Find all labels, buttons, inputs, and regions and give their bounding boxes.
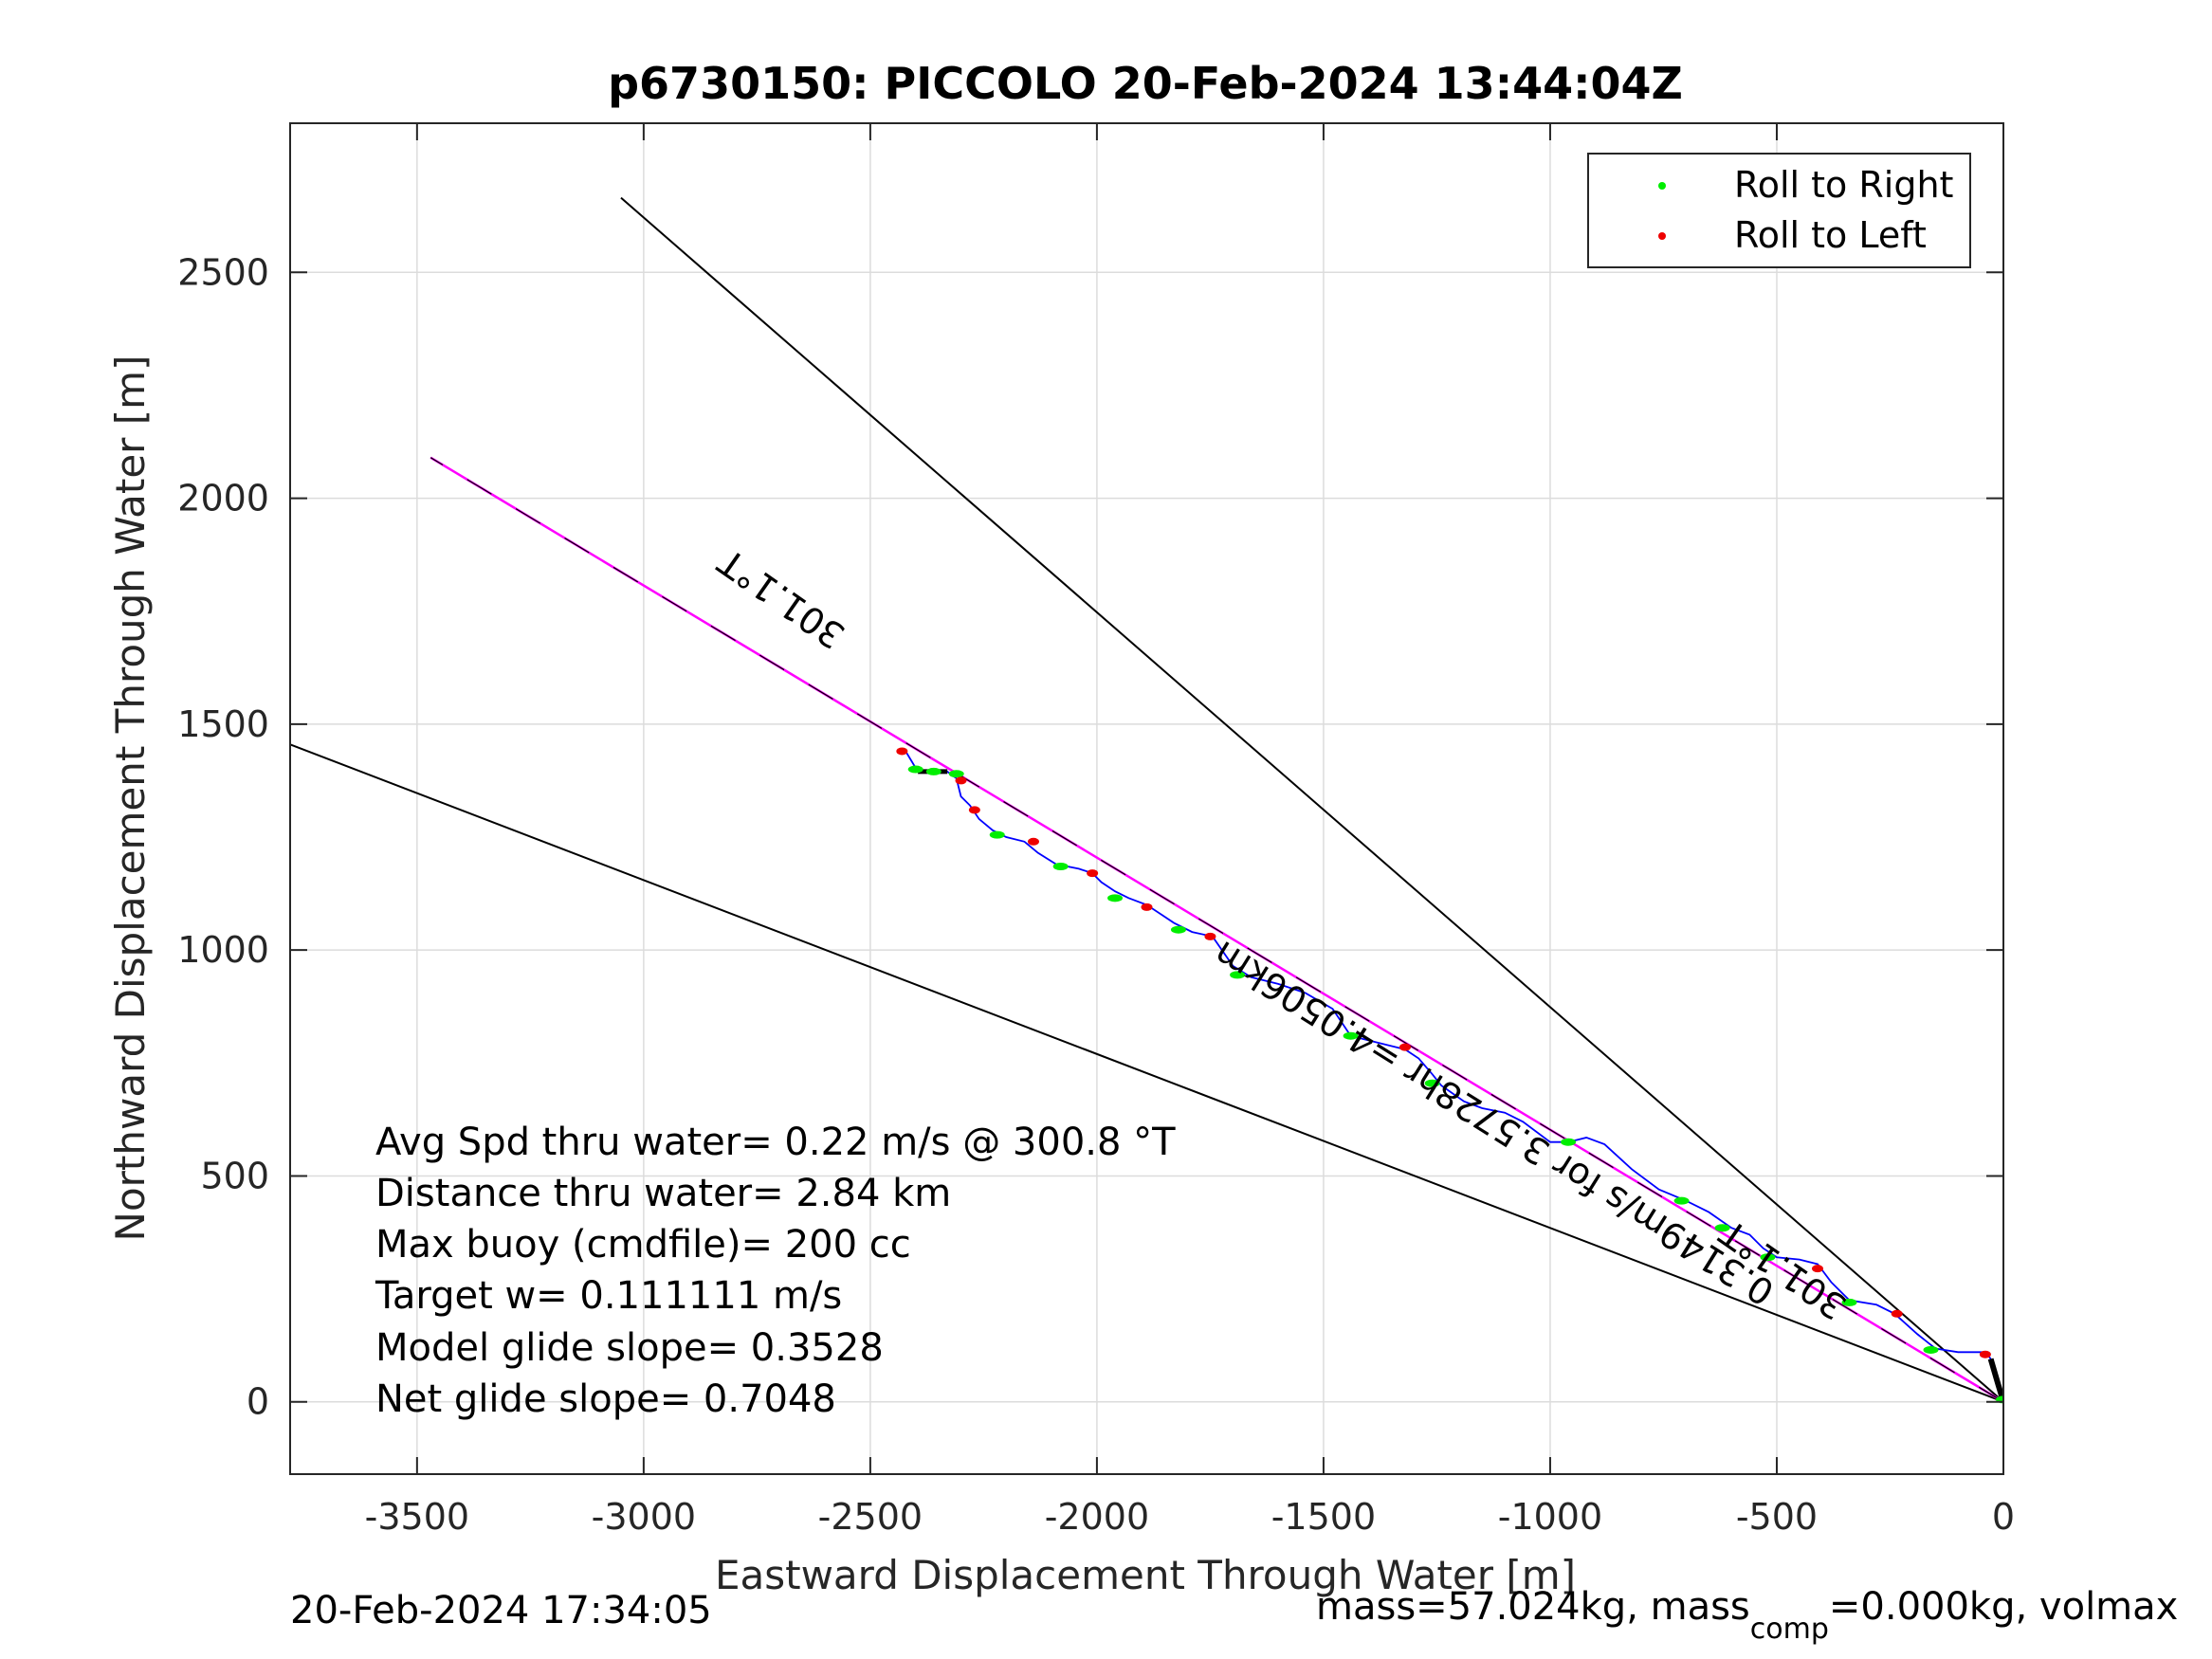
roll-left-point bbox=[1398, 1043, 1411, 1051]
roll-left-point bbox=[1979, 1350, 1991, 1358]
x-axis-label: Eastward Displacement Through Water [m] bbox=[715, 1552, 1576, 1598]
roll-right-point bbox=[1052, 862, 1069, 870]
roll-right-point bbox=[1760, 1253, 1776, 1262]
roll-right-point bbox=[1561, 1138, 1577, 1146]
heading-line bbox=[430, 456, 2003, 1403]
roll-right-point bbox=[1923, 1345, 1939, 1354]
cone-lines bbox=[290, 196, 2003, 1403]
roll-left-point bbox=[1812, 1265, 1824, 1273]
info-net-glide: Net glide slope= 0.7048 bbox=[375, 1377, 836, 1421]
roll-points bbox=[896, 747, 2003, 1404]
x-tick-label: -2500 bbox=[818, 1496, 923, 1538]
y-tick-label: 1500 bbox=[177, 703, 269, 745]
roll-right-point bbox=[1673, 1196, 1690, 1205]
y-tick-label: 1000 bbox=[177, 929, 269, 971]
x-tick-label: -1500 bbox=[1271, 1496, 1376, 1538]
footer-mass-sub: comp bbox=[1750, 1613, 1829, 1646]
cone-line bbox=[290, 743, 2003, 1403]
footer-mass-prefix: mass=57.024kg, mass bbox=[1316, 1585, 1750, 1629]
roll-right-point bbox=[1170, 925, 1186, 934]
roll-left-point bbox=[1141, 902, 1153, 911]
roll-left-point bbox=[896, 747, 908, 756]
info-avg-speed: Avg Spd thru water= 0.22 m/s @ 300.8 °T bbox=[375, 1121, 1176, 1164]
roll-right-point bbox=[1230, 971, 1246, 979]
y-tick-label: 2500 bbox=[177, 251, 269, 293]
legend-label-roll-left: Roll to Left bbox=[1734, 214, 1927, 256]
roll-left-point bbox=[1087, 869, 1099, 878]
roll-right-point bbox=[907, 765, 923, 774]
footer-mass-suffix: =0.000kg, volmax bbox=[1829, 1585, 2178, 1629]
info-target-w: Target w= 0.111111 m/s bbox=[375, 1274, 842, 1318]
x-tick-label: 0 bbox=[1992, 1496, 2015, 1538]
roll-right-point bbox=[1424, 1079, 1440, 1087]
y-tick-label: 2000 bbox=[177, 478, 269, 520]
roll-left-point bbox=[968, 806, 980, 814]
roll-right-point bbox=[1343, 1031, 1359, 1040]
roll-right-point bbox=[925, 767, 941, 775]
roll-right-point bbox=[989, 830, 1005, 839]
track-start-segment bbox=[1987, 1358, 2003, 1403]
cone-line bbox=[620, 196, 2003, 1403]
legend-marker-roll-right bbox=[1658, 182, 1666, 190]
plot-area bbox=[290, 123, 2003, 1474]
roll-left-point bbox=[1027, 837, 1039, 846]
roll-right-point bbox=[1107, 894, 1124, 902]
footer-timestamp: 20-Feb-2024 17:34:05 bbox=[290, 1589, 712, 1632]
plot-frame bbox=[289, 122, 2004, 1475]
roll-right-point bbox=[948, 770, 964, 778]
axis-ticks: -3500 -3000 -2500 -2000 -1500 -1000 -500 0 0 500 1… bbox=[177, 123, 2015, 1538]
y-tick-label: 500 bbox=[200, 1155, 269, 1196]
info-max-buoy: Max buoy (cmdfile)= 200 cc bbox=[375, 1223, 911, 1267]
roll-left-point bbox=[1204, 932, 1216, 940]
legend-box bbox=[1587, 153, 1971, 268]
legend: Roll to Right Roll to Left bbox=[1587, 153, 1971, 268]
track-polyline bbox=[903, 748, 2003, 1403]
chart-title: p6730150: PICCOLO 20-Feb-2024 13:44:04Z bbox=[608, 58, 1683, 109]
x-tick-label: -500 bbox=[1736, 1496, 1818, 1538]
roll-left-point bbox=[1891, 1309, 1903, 1318]
x-tick-label: -2000 bbox=[1045, 1496, 1149, 1538]
x-tick-label: -1000 bbox=[1498, 1496, 1602, 1538]
legend-label-roll-right: Roll to Right bbox=[1734, 164, 1953, 206]
info-model-glide: Model glide slope= 0.3528 bbox=[375, 1326, 884, 1370]
x-tick-label: -3000 bbox=[592, 1496, 696, 1538]
roll-left-point bbox=[955, 776, 967, 785]
legend-marker-roll-left bbox=[1658, 232, 1666, 240]
x-tick-label: -3500 bbox=[365, 1496, 469, 1538]
y-tick-label: 0 bbox=[247, 1381, 269, 1423]
info-distance: Distance thru water= 2.84 km bbox=[375, 1172, 951, 1215]
heading-line-dash bbox=[430, 457, 2003, 1403]
roll-right-point bbox=[1841, 1298, 1857, 1306]
info-box: Avg Spd thru water= 0.22 m/s @ 300.8 °T … bbox=[375, 1121, 1176, 1421]
roll-right-point bbox=[1714, 1224, 1730, 1232]
footer-mass: mass=57.024kg, masscomp=0.000kg, volmax bbox=[1316, 1585, 2178, 1646]
y-axis-label: Northward Displacement Through Water [m] bbox=[107, 356, 154, 1242]
